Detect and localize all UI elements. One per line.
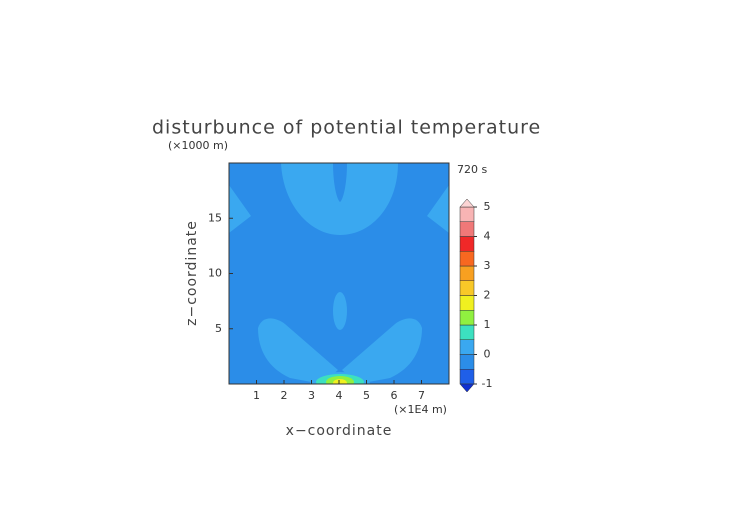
contour-region (229, 185, 251, 233)
x-tick-label: 5 (363, 389, 370, 402)
colorbar-band (459, 310, 475, 326)
colorbar-band (459, 295, 475, 311)
colorbar-band (459, 221, 475, 237)
colorbar-tick-label: 2 (484, 289, 491, 302)
contour-region (333, 163, 347, 202)
contour-region (427, 185, 449, 233)
contour-region (333, 292, 347, 330)
y-tick-label: 5 (215, 322, 222, 335)
x-tick-label: 4 (336, 389, 343, 402)
x-tick-label: 2 (281, 389, 288, 402)
colorbar-band (459, 280, 475, 296)
colorbar-band (459, 369, 475, 385)
colorbar-band (459, 354, 475, 370)
y-unit-label: (×1000 m) (168, 139, 228, 152)
contour-region (333, 379, 347, 384)
colorbar-tick-label: 0 (484, 348, 491, 361)
chart-title: disturbunce of potential temperature (152, 117, 541, 139)
x-unit-label: (×1E4 m) (394, 403, 447, 416)
x-tick-label: 7 (418, 389, 425, 402)
x-tick-label: 1 (253, 389, 260, 402)
colorbar-under (459, 383, 475, 393)
x-tick-label: 3 (308, 389, 315, 402)
colorbar-band (459, 251, 475, 267)
colorbar-tick-label: -1 (482, 377, 493, 390)
y-tick-label: 15 (208, 211, 222, 224)
colorbar-band (459, 324, 475, 340)
contour-field (229, 163, 449, 384)
colorbar-tick-label: 5 (484, 200, 491, 213)
colorbar-tick-label: 1 (484, 318, 491, 331)
contour-region (258, 318, 338, 384)
y-tick-label: 10 (208, 267, 222, 280)
contour-region (342, 318, 422, 384)
colorbar-band (459, 265, 475, 281)
colorbar-tick-label: 3 (484, 259, 491, 272)
colorbar-over (459, 198, 475, 208)
colorbar-tick-label: 4 (484, 230, 491, 243)
y-axis-label: z−coordinate (184, 220, 200, 326)
colorbar-band (459, 236, 475, 252)
x-tick-label: 6 (391, 389, 398, 402)
time-label: 720 s (457, 163, 487, 176)
colorbar-band (459, 339, 475, 355)
x-axis-label: x−coordinate (286, 423, 393, 439)
colorbar-band (459, 206, 475, 222)
